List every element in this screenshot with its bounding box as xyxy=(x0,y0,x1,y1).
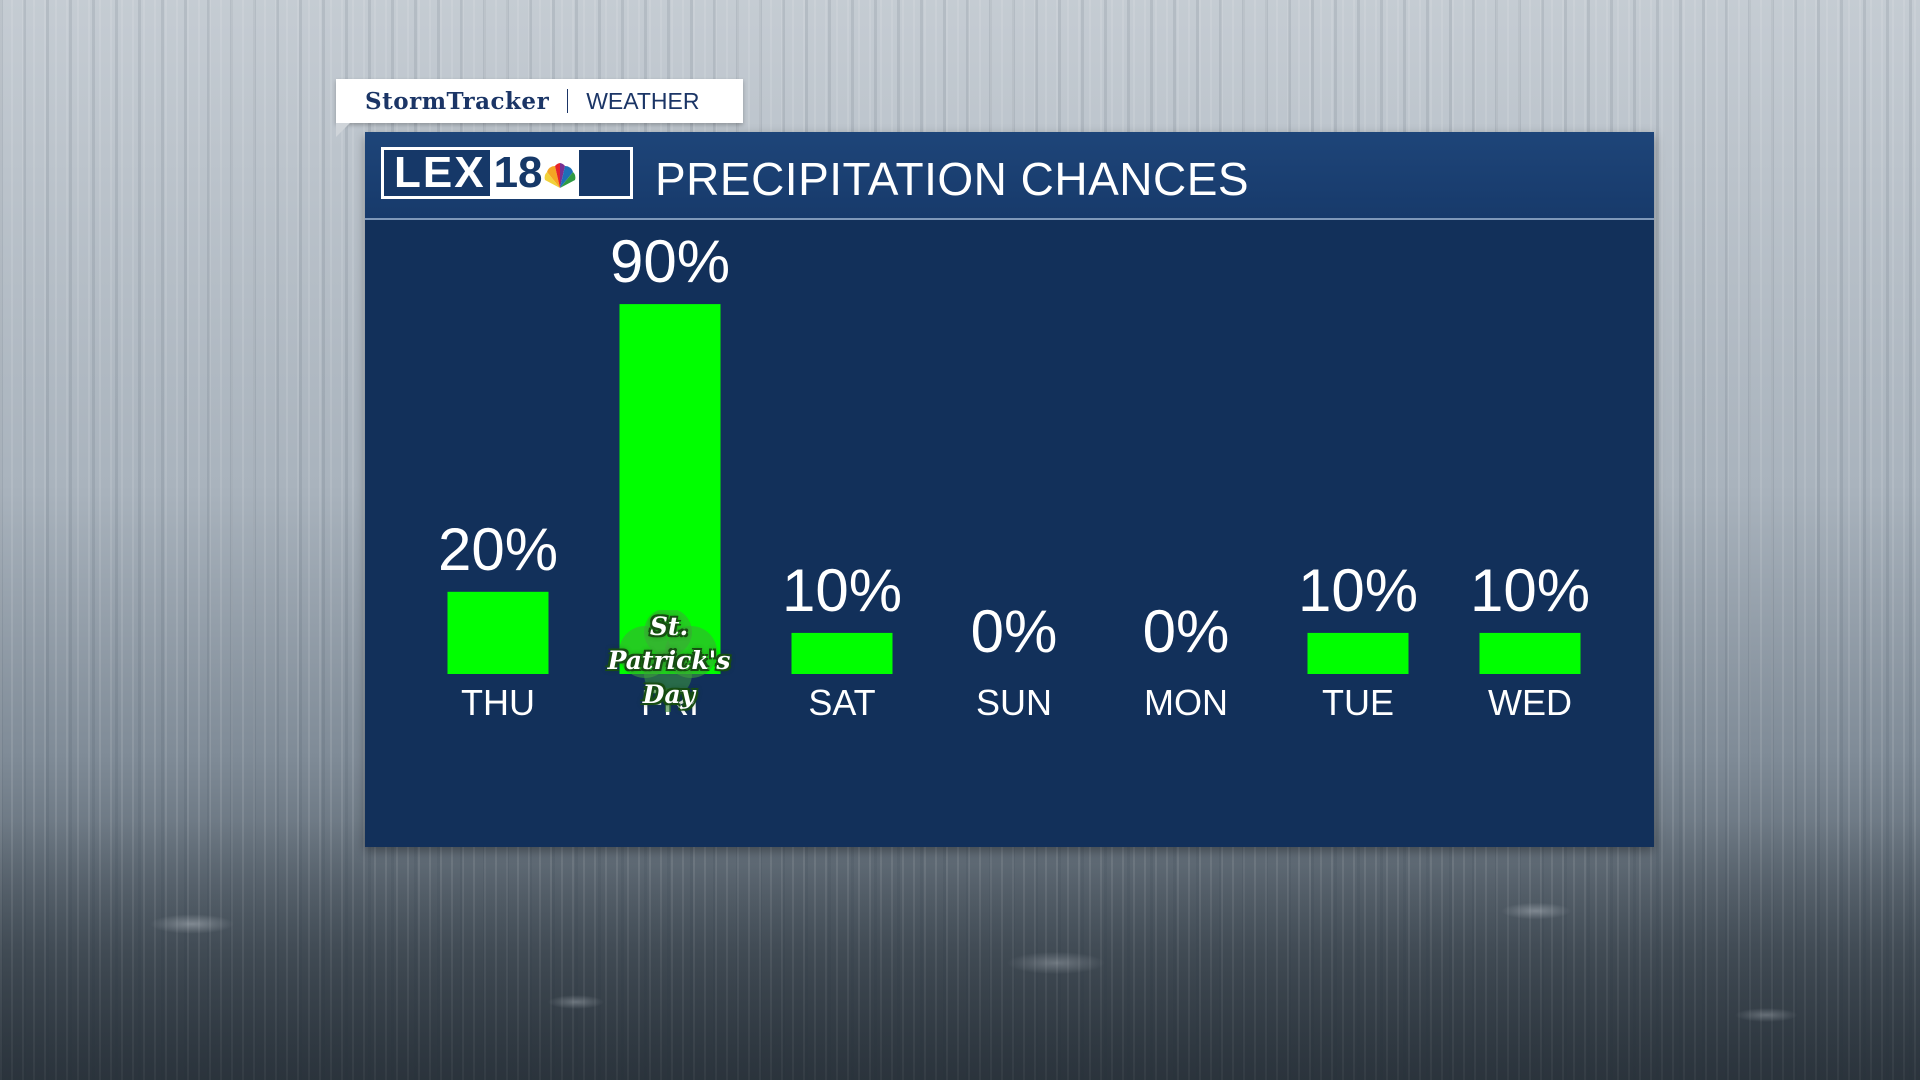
category-label-sun: SUN xyxy=(976,682,1052,723)
wet-ground-background xyxy=(0,820,1920,1080)
logo-number-text: 18 xyxy=(493,148,543,197)
logo-lex-text: LEX xyxy=(394,148,486,197)
tag-divider xyxy=(567,89,569,113)
chart-area: 20%THU90%FRI10%SAT0%SUN0%MON10%TUE10%WED… xyxy=(365,220,1654,847)
panel-title: PRECIPITATION CHANCES xyxy=(655,153,1250,205)
value-label-sun: 0% xyxy=(971,598,1058,665)
category-label-wed: WED xyxy=(1488,682,1572,723)
weather-label: WEATHER xyxy=(586,87,700,114)
value-label-sat: 10% xyxy=(782,557,902,624)
stormtracker-tag: StormTracker WEATHER xyxy=(336,79,743,123)
shamrock-icon xyxy=(619,610,717,712)
tag-notch xyxy=(336,123,350,137)
category-label-sat: SAT xyxy=(808,682,875,723)
stormtracker-brand: StormTracker xyxy=(365,87,550,115)
nbc-peacock-icon xyxy=(544,163,575,188)
bar-thu xyxy=(447,591,549,674)
st-patricks-day-text: St. Patrick's Day xyxy=(607,612,731,709)
bar-sat xyxy=(791,632,893,674)
value-label-tue: 10% xyxy=(1298,557,1418,624)
st-patricks-day-sticker: St. Patrick's Day xyxy=(585,610,753,714)
logo-number: 18 xyxy=(489,148,579,197)
lex18-logo: LEX 18 xyxy=(381,147,633,199)
panel-header: LEX 18 PRECIPITATION CHANCES xyxy=(365,132,1654,220)
category-label-thu: THU xyxy=(461,682,535,723)
precipitation-panel: LEX 18 PRECIPITATION CHANCES 20%THU90%FR… xyxy=(365,132,1654,847)
value-label-mon: 0% xyxy=(1143,598,1230,665)
value-label-thu: 20% xyxy=(438,516,558,583)
bar-wed xyxy=(1479,632,1581,674)
category-label-tue: TUE xyxy=(1322,682,1394,723)
bar-tue xyxy=(1307,632,1409,674)
category-label-mon: MON xyxy=(1144,682,1228,723)
value-label-wed: 10% xyxy=(1470,557,1590,624)
value-label-fri: 90% xyxy=(610,228,730,295)
